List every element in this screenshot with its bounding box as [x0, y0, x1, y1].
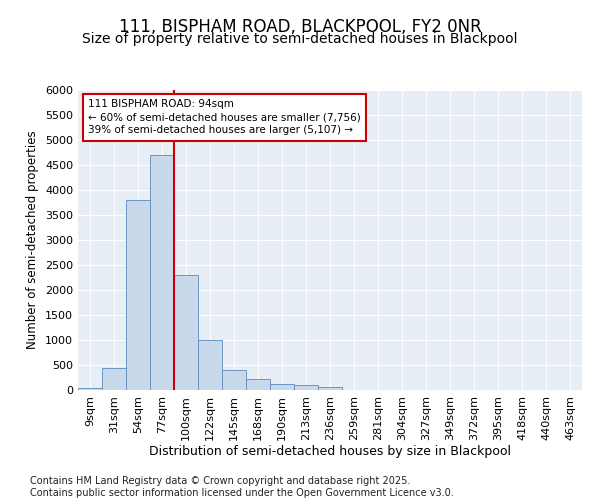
Bar [150, 155, 174, 390]
Y-axis label: Number of semi-detached properties: Number of semi-detached properties [26, 130, 40, 350]
X-axis label: Distribution of semi-detached houses by size in Blackpool: Distribution of semi-detached houses by … [149, 446, 511, 458]
Bar [78, 388, 102, 390]
Text: 111, BISPHAM ROAD, BLACKPOOL, FY2 0NR: 111, BISPHAM ROAD, BLACKPOOL, FY2 0NR [119, 18, 481, 36]
Bar [294, 385, 318, 390]
Text: Contains HM Land Registry data © Crown copyright and database right 2025.
Contai: Contains HM Land Registry data © Crown c… [30, 476, 454, 498]
Text: 111 BISPHAM ROAD: 94sqm
← 60% of semi-detached houses are smaller (7,756)
39% of: 111 BISPHAM ROAD: 94sqm ← 60% of semi-de… [88, 99, 361, 136]
Bar [126, 200, 150, 390]
Text: Size of property relative to semi-detached houses in Blackpool: Size of property relative to semi-detach… [82, 32, 518, 46]
Bar [270, 384, 294, 390]
Bar [102, 368, 126, 390]
Bar [246, 379, 270, 390]
Bar [318, 387, 342, 390]
Bar [222, 370, 246, 390]
Bar [174, 275, 198, 390]
Bar [198, 340, 222, 390]
